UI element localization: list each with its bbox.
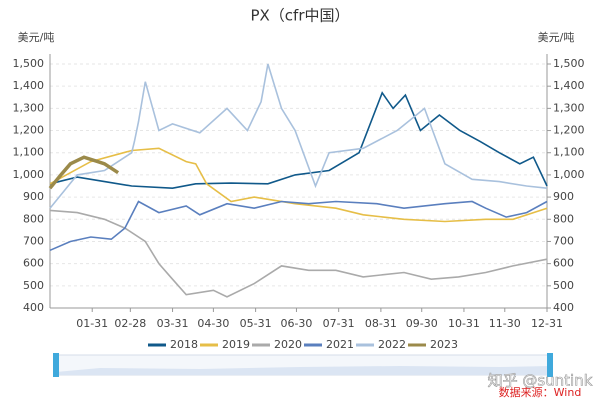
y2-tick-label: 1,100	[553, 146, 585, 159]
y2-tick-label: 700	[553, 234, 574, 247]
x-tick-label: 08-31	[365, 317, 397, 330]
y-tick-label: 600	[23, 257, 44, 270]
y2-tick-label: 600	[553, 257, 574, 270]
series-line	[49, 209, 548, 298]
y-axis-label: 美元/吨	[18, 31, 55, 44]
y-tick-label: 400	[23, 301, 44, 314]
x-tick-label: 10-31	[448, 317, 480, 330]
x-tick-label: 07-31	[323, 317, 355, 330]
y2-axis-label: 美元/吨	[538, 31, 575, 44]
legend-label: 2023	[430, 338, 458, 351]
chart-title: PX（cfr中国）	[250, 7, 349, 25]
zoom-preview	[56, 366, 550, 375]
y-tick-label: 800	[23, 212, 44, 225]
x-tick-label: 06-30	[280, 317, 312, 330]
y-tick-label: 1,500	[13, 57, 45, 70]
y-tick-label: 500	[23, 279, 44, 292]
x-tick-label: 01-31	[76, 317, 108, 330]
x-tick-label: 02-28	[114, 317, 146, 330]
x-tick-label: 12-31	[531, 317, 563, 330]
y2-tick-label: 900	[553, 190, 574, 203]
y2-tick-label: 1,000	[553, 168, 585, 181]
y2-tick-label: 1,400	[553, 79, 585, 92]
legend-label: 2019	[222, 338, 250, 351]
y-tick-label: 1,100	[13, 146, 45, 159]
y-tick-label: 1,400	[13, 79, 45, 92]
data-zoom[interactable]	[53, 353, 553, 377]
y2-tick-label: 1,300	[553, 101, 585, 114]
source-note: 数据来源：Wind	[499, 385, 582, 399]
watermark: 知乎 @suntink	[488, 372, 593, 390]
x-tick-label: 05-31	[240, 317, 272, 330]
x-tick-label: 09-30	[406, 317, 438, 330]
y-tick-label: 700	[23, 234, 44, 247]
series-line	[49, 200, 548, 252]
y2-tick-label: 500	[553, 279, 574, 292]
y-tick-label: 1,000	[13, 168, 45, 181]
legend-label: 2020	[274, 338, 302, 351]
x-tick-label: 04-30	[197, 317, 229, 330]
zoom-handle[interactable]	[547, 353, 553, 377]
legend-label: 2021	[326, 338, 354, 351]
y2-tick-label: 1,500	[553, 57, 585, 70]
y-tick-label: 1,200	[13, 124, 45, 137]
series-line	[49, 147, 548, 223]
series-line	[49, 91, 548, 190]
y2-tick-label: 800	[553, 212, 574, 225]
y2-tick-label: 1,200	[553, 124, 585, 137]
y-tick-label: 900	[23, 190, 44, 203]
legend-label: 2022	[378, 338, 406, 351]
series-line	[49, 63, 548, 209]
y-tick-label: 1,300	[13, 101, 45, 114]
series-line	[48, 155, 120, 190]
x-tick-label: 11-30	[489, 317, 521, 330]
x-tick-label: 03-31	[157, 317, 189, 330]
zoom-handle[interactable]	[53, 353, 59, 377]
legend-label: 2018	[170, 338, 198, 351]
y2-tick-label: 400	[553, 301, 574, 314]
